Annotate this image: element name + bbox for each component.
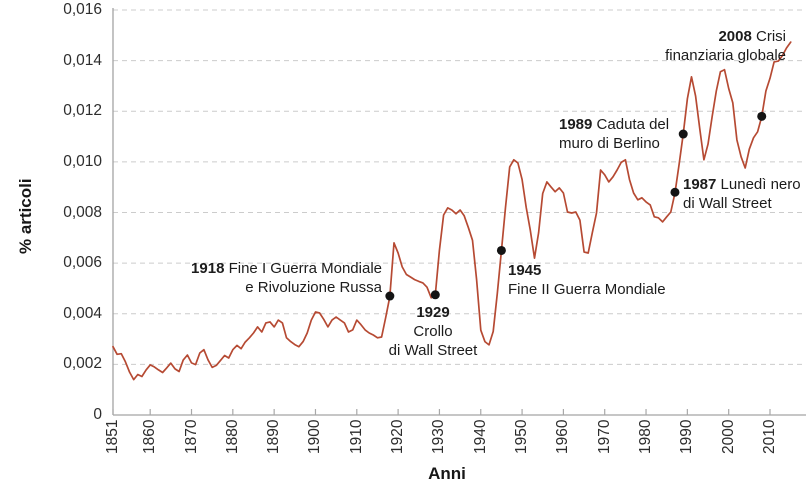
x-tick-label: 1960 <box>554 419 572 454</box>
y-tick-label: 0,012 <box>63 102 102 120</box>
x-tick-label: 1900 <box>306 419 324 454</box>
x-tick-label: 1851 <box>104 419 121 454</box>
y-tick-label: 0,006 <box>63 254 102 272</box>
annotation-line: Fine II Guerra Mondiale <box>508 280 666 299</box>
event-dot-2008 <box>757 111 767 121</box>
x-tick-label: 1880 <box>223 419 241 454</box>
y-tick-label: 0 <box>93 406 102 423</box>
annotation-text: di Wall Street <box>388 342 478 359</box>
x-tick-label: 1940 <box>471 419 489 454</box>
annotation-line: muro di Berlino <box>559 134 669 153</box>
annotation-line: e Rivoluzione Russa <box>150 278 382 297</box>
x-tick-label: 1890 <box>265 419 283 454</box>
annotation-year: 1989 <box>559 116 593 133</box>
annotation-1929: 1929 Crollo di Wall Street <box>353 303 513 360</box>
annotation-line: 1945 <box>508 261 666 280</box>
annotation-text: e Rivoluzione Russa <box>245 279 382 296</box>
annotation-line: 1987 Lunedì nero <box>683 175 801 194</box>
annotation-line: 1929 <box>353 303 513 322</box>
annotation-1989: 1989 Caduta del muro di Berlino <box>559 115 669 153</box>
annotation-text: Caduta del <box>596 116 670 133</box>
x-tick-label: 2000 <box>719 419 737 454</box>
event-dot-1945 <box>496 245 506 255</box>
annotation-line: 2008 Crisi <box>665 27 786 46</box>
annotation-2008: 2008 Crisi finanziaria globale <box>665 27 786 65</box>
annotation-text: Lunedì nero <box>720 176 801 193</box>
x-axis-title: Anni <box>428 464 466 483</box>
annotation-text: Fine II Guerra Mondiale <box>508 281 666 298</box>
annotation-1987: 1987 Lunedì nero di Wall Street <box>683 175 801 213</box>
series-line <box>112 41 792 381</box>
annotation-text: Crisi <box>756 28 786 45</box>
event-dot-1989 <box>678 129 688 139</box>
annotation-text: finanziaria globale <box>665 47 786 64</box>
y-tick-label: 0,016 <box>63 1 102 18</box>
annotation-year: 1918 <box>191 260 225 277</box>
annotation-line: 1918 Fine I Guerra Mondiale <box>150 259 382 278</box>
x-tick-label: 1990 <box>678 419 696 454</box>
annotation-line: Crollo <box>353 322 513 341</box>
annotation-year: 1945 <box>508 262 542 279</box>
annotation-year: 1987 <box>683 176 717 193</box>
y-tick-label: 0,014 <box>63 51 102 69</box>
x-tick-label: 1920 <box>389 419 407 454</box>
annotation-1945: 1945 Fine II Guerra Mondiale <box>508 261 666 299</box>
y-tick-label: 0,010 <box>63 152 102 170</box>
y-tick-label: 0,004 <box>63 304 102 322</box>
annotation-line: di Wall Street <box>353 341 513 360</box>
x-tick-label: 1870 <box>182 419 200 454</box>
annotation-line: finanziaria globale <box>665 46 786 65</box>
annotation-1918: 1918 Fine I Guerra Mondiale e Rivoluzion… <box>150 259 382 297</box>
annotation-year: 1929 <box>416 304 450 321</box>
annotation-text: Fine I Guerra Mondiale <box>228 260 382 277</box>
y-tick-label: 0,008 <box>63 203 102 221</box>
x-tick-label: 1860 <box>141 419 159 454</box>
y-tick-label: 0,002 <box>63 355 102 373</box>
annotation-year: 2008 <box>718 28 752 45</box>
annotation-line: di Wall Street <box>683 194 801 213</box>
annotation-text: muro di Berlino <box>559 135 660 152</box>
x-tick-label: 1910 <box>347 419 365 454</box>
x-tick-label: 1970 <box>595 419 613 454</box>
annotation-text: di Wall Street <box>683 195 772 212</box>
x-tick-label: 1930 <box>430 419 448 454</box>
event-dot-1987 <box>670 187 680 197</box>
data-line <box>112 41 792 381</box>
event-dots <box>385 111 767 301</box>
annotation-text: Crollo <box>413 323 453 340</box>
x-tick-label: 1980 <box>637 419 655 454</box>
event-dot-1918 <box>385 291 395 301</box>
x-tick-label: 2010 <box>761 419 778 454</box>
event-dot-1929 <box>430 290 440 300</box>
x-tick-marks <box>112 409 771 415</box>
annotation-line: 1989 Caduta del <box>559 115 669 134</box>
x-tick-label: 1950 <box>513 419 531 454</box>
